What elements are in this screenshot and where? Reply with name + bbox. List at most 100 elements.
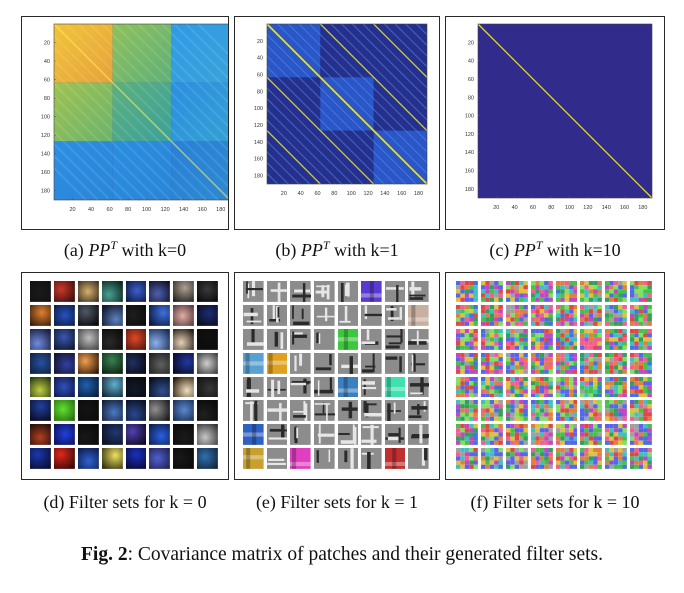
filter-cell	[101, 281, 123, 302]
filter-cell	[555, 328, 578, 350]
heatmap-stripe	[53, 59, 195, 201]
heatmap-plot-c	[477, 23, 653, 199]
heatmap-stripe	[53, 119, 135, 201]
x-tick-label: 120	[161, 207, 170, 213]
filter-cell	[630, 281, 652, 302]
heatmap-diagonal-line	[362, 24, 427, 89]
filter-cell	[456, 328, 478, 350]
filter-cell	[243, 400, 264, 422]
heatmap-frame	[477, 23, 653, 199]
filter-cell	[290, 352, 311, 374]
filter-cell	[53, 328, 75, 350]
filter-cell	[77, 328, 99, 350]
filter-cell	[313, 400, 335, 422]
covariance-panel-b: 20 40 60 80 100 120 140 160 180 20 40 60 80 100 120 140…	[234, 16, 440, 230]
filter-cell	[555, 424, 578, 446]
y-tick-label: 80	[257, 89, 263, 95]
filter-cell	[173, 352, 195, 374]
y-tick-label: 160	[254, 157, 263, 163]
covariance-heatmap-a: 20 40 60 80 100 120 140 160 180 20 40 60 80 100 120 140…	[41, 23, 228, 213]
filter-cell	[480, 352, 503, 374]
filter-cell	[125, 400, 147, 422]
heatmap-stripe	[149, 23, 228, 104]
y-tick-label: 80	[468, 95, 474, 101]
heatmap-stripe	[53, 95, 159, 201]
filter-cell	[266, 304, 288, 326]
filter-cell	[361, 376, 382, 398]
x-tick-label: 120	[363, 191, 372, 197]
filter-cell	[580, 352, 603, 374]
caption-b-symbol: PP	[300, 240, 323, 260]
filter-cell	[77, 281, 99, 302]
x-tick-label: 160	[198, 207, 207, 213]
filter-cell	[149, 352, 171, 374]
filter-cell	[505, 376, 528, 398]
filter-cell	[149, 448, 171, 469]
filter-cell	[480, 400, 503, 422]
filter-cell	[173, 281, 195, 302]
filter-cell	[580, 400, 603, 422]
caption-b: (b) PPT with k=1	[234, 238, 440, 261]
heatmap-diagonal-line	[394, 24, 427, 57]
filter-cell	[30, 304, 51, 326]
filter-cell	[361, 281, 382, 302]
filter-cell	[530, 304, 553, 326]
filter-cell	[630, 424, 652, 446]
filter-cell	[173, 424, 195, 446]
filter-cell	[361, 424, 382, 446]
heatmap-diagonal-line	[319, 24, 427, 132]
filter-cell	[53, 376, 75, 398]
filter-cell	[630, 400, 652, 422]
filter-cell	[101, 376, 123, 398]
heatmap-stripe	[53, 167, 87, 201]
x-tick-label: 20	[69, 207, 75, 213]
filter-cell	[337, 352, 359, 374]
filter-cell	[101, 400, 123, 422]
heatmap-main-diagonal	[477, 23, 653, 199]
y-tick-label: 180	[465, 187, 474, 193]
y-tick-label: 40	[468, 59, 474, 65]
caption-b-suffix: with k=1	[329, 240, 399, 260]
filter-cell	[173, 400, 195, 422]
heatmap-diagonal-line	[341, 24, 427, 111]
heatmap-diagonal-line	[267, 108, 343, 184]
heatmap-diagonal-line	[267, 33, 417, 184]
x-tick-label: 100	[142, 207, 151, 213]
x-tick-label: 100	[347, 191, 356, 197]
heatmap-diagonal-line	[309, 24, 427, 143]
caption-b-superscript: T	[322, 238, 330, 252]
filter-cell	[337, 376, 359, 398]
filter-cell	[337, 328, 359, 350]
filter-panel-f	[445, 272, 665, 480]
filter-cell	[290, 304, 311, 326]
filter-cell	[384, 400, 406, 422]
filter-cell	[30, 400, 51, 422]
x-tick-label: 40	[298, 191, 304, 197]
filter-cell	[243, 376, 264, 398]
filter-cell	[580, 376, 603, 398]
caption-a-superscript: T	[110, 238, 117, 252]
heatmap-stripe	[185, 23, 228, 68]
filter-cell	[313, 376, 335, 398]
filter-cell	[266, 352, 288, 374]
caption-d: (d) Filter sets for k = 0	[43, 492, 207, 512]
x-tick-label: 60	[107, 207, 113, 213]
filter-cell	[101, 304, 123, 326]
filter-cell	[337, 424, 359, 446]
filter-cell	[456, 281, 478, 302]
filter-cell	[555, 281, 578, 302]
filter-cell	[313, 352, 335, 374]
filter-cell	[580, 448, 603, 469]
filter-panel-e	[234, 272, 440, 480]
filter-cell	[290, 281, 311, 302]
filter-cell	[101, 352, 123, 374]
filter-cell	[408, 376, 429, 398]
filter-cell	[53, 448, 75, 469]
filter-cell	[384, 376, 406, 398]
filter-cell	[197, 304, 218, 326]
filter-cell	[77, 376, 99, 398]
caption-b-prefix: (b)	[275, 240, 301, 260]
heatmap-diagonal-line	[267, 119, 332, 184]
filter-cell	[480, 424, 503, 446]
heatmap-stripe	[65, 23, 228, 188]
